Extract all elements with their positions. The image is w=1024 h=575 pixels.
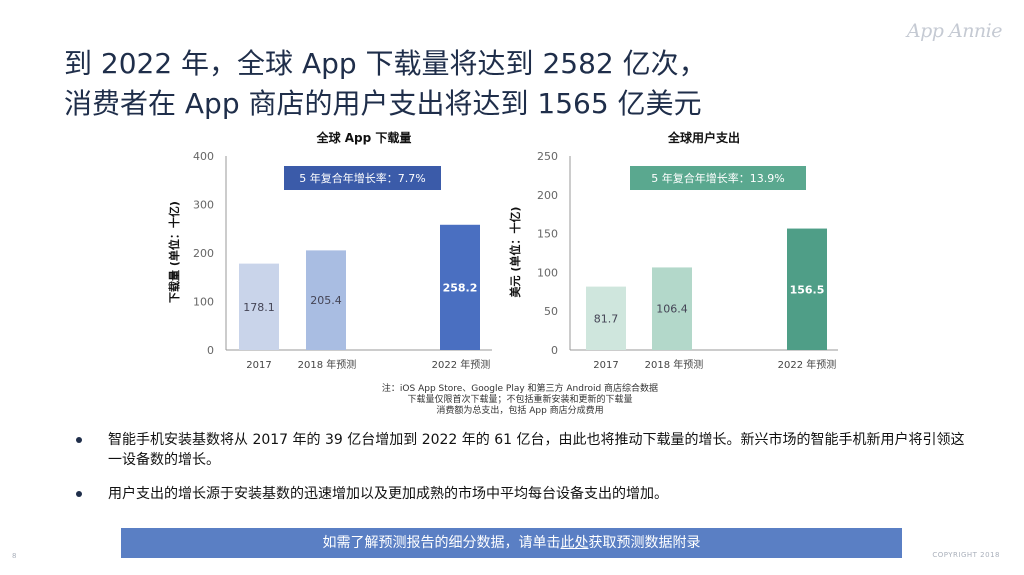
- forecast-appendix-banner: 如需了解预测报告的细分数据，请单击此处获取预测数据附录: [121, 528, 902, 558]
- banner-text-after: 获取预测数据附录: [588, 535, 701, 551]
- y-tick-label: 250: [537, 150, 558, 163]
- cagr-badge: [284, 166, 441, 190]
- y-tick-label: 0: [551, 344, 558, 357]
- x-tick-label: 2017: [593, 360, 618, 371]
- page-title: 到 2022 年，全球 App 下载量将达到 2582 亿次， 消费者在 App…: [64, 44, 707, 124]
- x-tick-label: 2018 年预测: [298, 358, 357, 371]
- copyright-text: COPYRIGHT 2018: [932, 551, 1000, 559]
- cagr-badge-label: 5 年复合年增长率：13.9%: [651, 171, 784, 185]
- chart-title: 全球用户支出: [667, 130, 740, 145]
- bullet-item: 智能手机安装基数将从 2017 年的 39 亿台增加到 2022 年的 61 亿…: [76, 430, 976, 470]
- title-line-2: 消费者在 App 商店的用户支出将达到 1565 亿美元: [64, 87, 702, 120]
- footnote-line-3: 消费额为总支出，包括 App 商店分成费用: [436, 406, 604, 416]
- bar: [306, 250, 346, 350]
- x-tick-label: 2018 年预测: [645, 358, 704, 371]
- footnote-line-2: 下载量仅限首次下载量；不包括重新安装和更新的下载量: [407, 395, 633, 405]
- cagr-badge-label: 5 年复合年增长率：7.7%: [299, 171, 425, 185]
- app-annie-logo: App Annie: [906, 20, 1003, 42]
- y-tick-label: 150: [537, 228, 558, 241]
- y-axis-label: 下载量 (单位：十亿): [167, 201, 181, 303]
- bar: [787, 228, 827, 350]
- page-number: 8: [12, 552, 17, 560]
- bar: [440, 224, 480, 350]
- y-tick-label: 400: [193, 150, 214, 163]
- bar-value-label: 205.4: [310, 294, 342, 307]
- appendix-link[interactable]: 此处: [560, 535, 589, 551]
- bar: [652, 267, 692, 350]
- bar-value-label: 81.7: [594, 312, 619, 325]
- x-tick-label: 2022 年预测: [432, 358, 491, 371]
- bar-value-label: 178.1: [243, 301, 275, 314]
- y-tick-label: 100: [537, 266, 558, 279]
- y-tick-label: 300: [193, 199, 214, 212]
- banner-text-before: 如需了解预测报告的细分数据，请单击: [322, 535, 561, 551]
- y-tick-label: 0: [207, 344, 214, 357]
- chart-footnotes: 注：iOS App Store、Google Play 和第三方 Android…: [290, 384, 750, 417]
- bullet-item: 用户支出的增长源于安装基数的迅速增加以及更加成熟的市场中平均每台设备支出的增加。: [76, 484, 976, 504]
- bar-value-label: 258.2: [443, 281, 478, 294]
- footnote-line-1: 注：iOS App Store、Google Play 和第三方 Android…: [381, 384, 659, 394]
- cagr-badge: [630, 166, 806, 190]
- title-line-1: 到 2022 年，全球 App 下载量将达到 2582 亿次，: [64, 47, 707, 80]
- y-tick-label: 200: [193, 247, 214, 260]
- y-tick-label: 50: [544, 305, 558, 318]
- bar: [239, 263, 279, 350]
- bar: [586, 286, 626, 350]
- chart-title: 全球 App 下载量: [316, 130, 412, 145]
- bar-value-label: 106.4: [656, 303, 688, 316]
- x-tick-label: 2017: [246, 360, 271, 371]
- x-tick-label: 2022 年预测: [778, 358, 837, 371]
- bar-value-label: 156.5: [790, 283, 825, 296]
- y-tick-label: 200: [537, 189, 558, 202]
- y-tick-label: 100: [193, 296, 214, 309]
- y-axis-label: 美元 (单位：十亿): [508, 207, 522, 298]
- bullet-list: 智能手机安装基数将从 2017 年的 39 亿台增加到 2022 年的 61 亿…: [76, 430, 976, 518]
